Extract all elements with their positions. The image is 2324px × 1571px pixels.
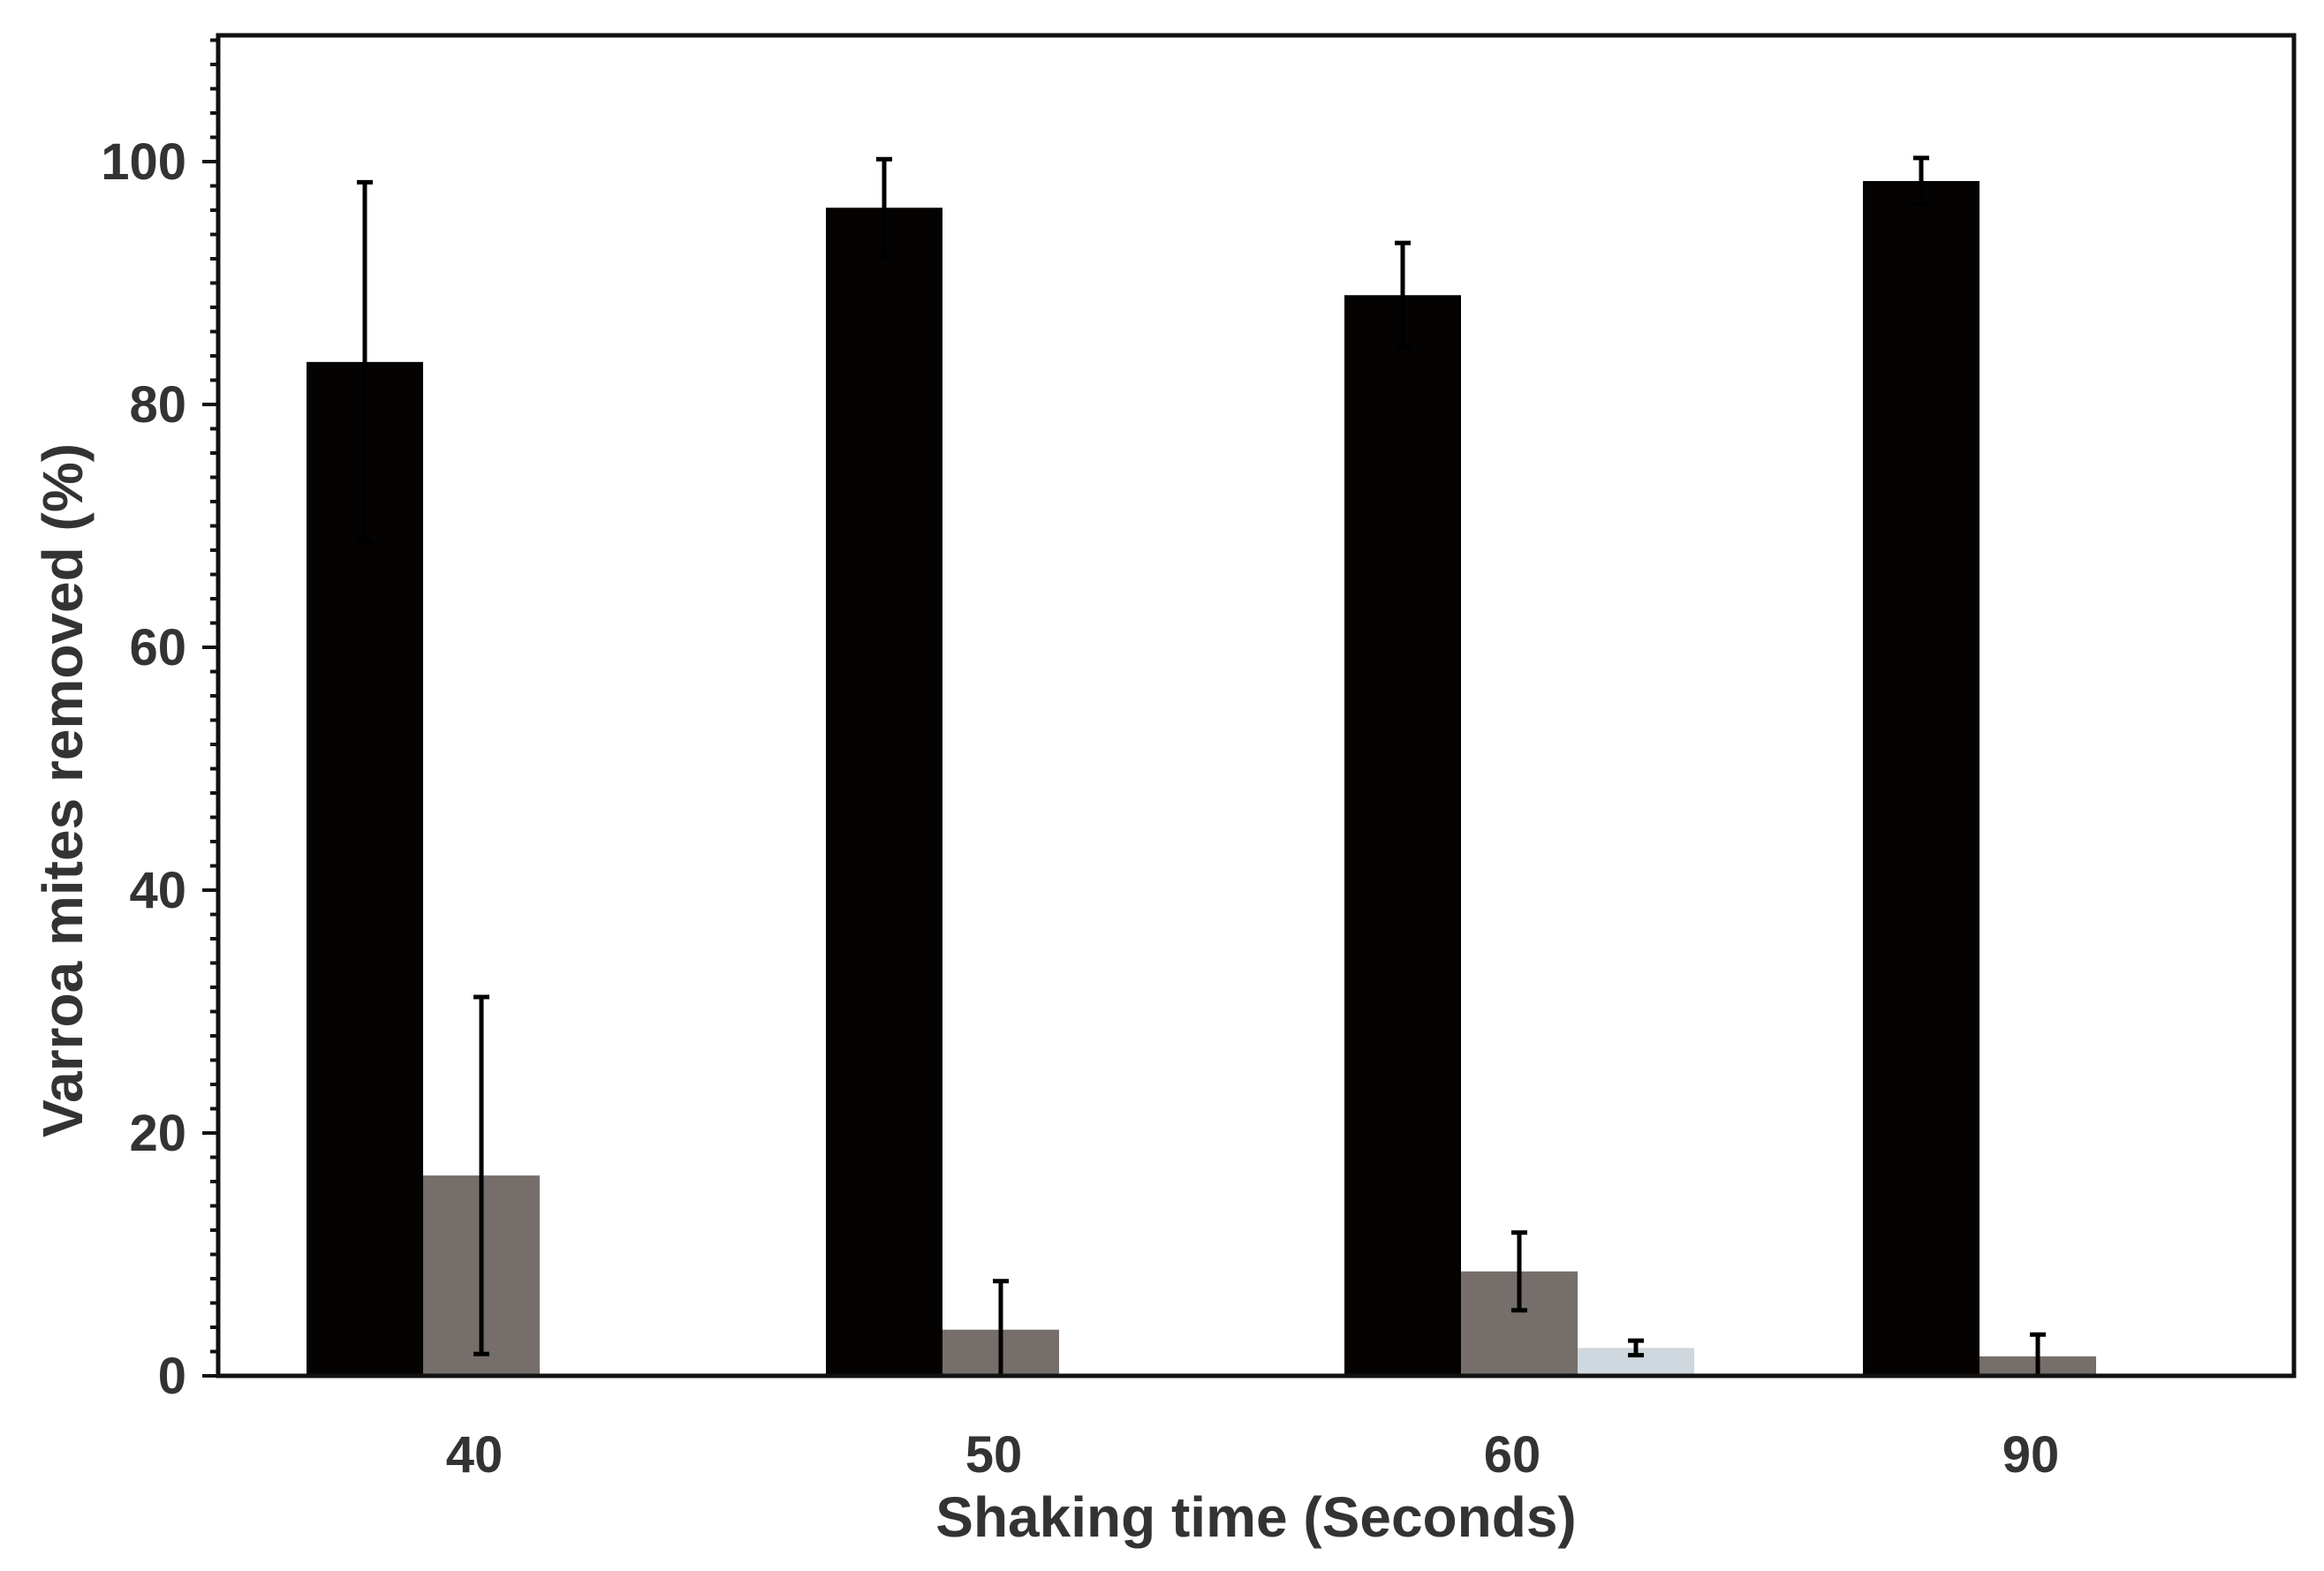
y-axis: 0 20 40 60 80 100	[101, 38, 218, 1405]
bars-layer	[307, 181, 2096, 1376]
x-tick-label: 50	[965, 1426, 1023, 1484]
y-tick-label: 20	[129, 1105, 186, 1162]
x-axis-title: Shaking time (Seconds)	[935, 1485, 1576, 1549]
plot-frame	[216, 33, 2297, 1378]
bar-series-1-50	[826, 208, 942, 1376]
y-tick-label: 60	[129, 619, 186, 676]
bar-series-1-90	[1863, 181, 1980, 1376]
bar-series-1-60	[1344, 295, 1461, 1376]
x-tick-label: 90	[2002, 1426, 2060, 1484]
y-tick-label: 80	[129, 376, 186, 434]
error-bars-layer	[357, 155, 2046, 1378]
x-axis: 40 50 60 90	[446, 1426, 2060, 1484]
x-tick-label: 40	[446, 1426, 503, 1484]
y-tick-label: 100	[101, 133, 186, 191]
x-tick-label: 60	[1484, 1426, 1541, 1484]
y-tick-label: 40	[129, 862, 186, 919]
y-axis-title: Varroa mites removed (%)	[31, 443, 95, 1137]
y-tick-label: 0	[158, 1348, 186, 1405]
